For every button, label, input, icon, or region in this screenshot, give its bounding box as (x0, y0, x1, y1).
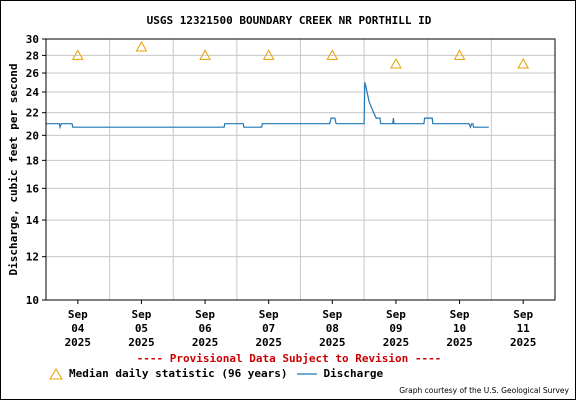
legend-label-median: Median daily statistic (96 years) (69, 367, 288, 380)
y-tick-label: 14 (26, 214, 40, 227)
x-tick-label: Sep (68, 308, 88, 321)
median-marker (453, 49, 466, 60)
x-tick-label: 2025 (510, 336, 537, 349)
triangle-icon (49, 367, 63, 379)
median-marker (326, 49, 339, 60)
median-marker (71, 49, 84, 60)
x-tick-label: 2025 (255, 336, 282, 349)
line-icon (296, 372, 317, 375)
median-marker (135, 41, 148, 52)
x-tick-label: Sep (132, 308, 152, 321)
y-tick-label: 24 (26, 86, 40, 99)
x-tick-label: 08 (326, 322, 339, 335)
legend: Median daily statistic (96 years) Discha… (49, 367, 391, 380)
x-tick-label: 11 (517, 322, 531, 335)
y-tick-label: 10 (26, 294, 39, 307)
data-series (46, 41, 530, 130)
y-axis-label: Discharge, cubic feet per second (7, 64, 20, 276)
x-tick-label: 04 (71, 322, 85, 335)
x-tick-label: 2025 (446, 336, 473, 349)
y-axis-ticks: 10 12 14 16 18 20 22 24 26 28 30 (26, 33, 46, 307)
x-tick-label: 2025 (383, 336, 410, 349)
y-tick-label: 12 (26, 251, 39, 264)
plot-area-border (45, 38, 556, 301)
legend-item-discharge: Discharge (296, 367, 384, 380)
x-tick-label: 06 (198, 322, 212, 335)
grid-lines (46, 39, 555, 300)
x-axis-ticks: Sep042025Sep052025Sep062025Sep072025Sep0… (65, 300, 537, 349)
y-tick-label: 28 (26, 49, 39, 62)
x-tick-label: 10 (453, 322, 466, 335)
x-tick-label: 2025 (65, 336, 92, 349)
y-tick-label: 30 (26, 33, 39, 46)
x-tick-label: 2025 (319, 336, 346, 349)
legend-label-discharge: Discharge (323, 367, 384, 380)
y-tick-label: 16 (26, 182, 40, 195)
chart-title: USGS 12321500 BOUNDARY CREEK NR PORTHILL… (146, 14, 432, 27)
x-tick-label: 2025 (128, 336, 155, 349)
x-tick-label: Sep (386, 308, 406, 321)
x-tick-label: 09 (389, 322, 402, 335)
x-tick-label: Sep (513, 308, 533, 321)
credit-text: Graph courtesy of the U.S. Geological Su… (399, 386, 569, 395)
y-tick-label: 20 (26, 129, 39, 142)
median-marker (262, 49, 275, 60)
y-tick-label: 26 (26, 67, 40, 80)
y-tick-label: 18 (26, 154, 39, 167)
x-tick-label: 2025 (192, 336, 219, 349)
discharge-line (46, 82, 489, 130)
median-marker (517, 58, 530, 69)
x-tick-label: 05 (135, 322, 148, 335)
median-marker (390, 58, 402, 69)
median-marker (199, 49, 211, 60)
x-tick-label: Sep (450, 308, 470, 321)
x-tick-label: Sep (322, 308, 342, 321)
legend-item-median: Median daily statistic (96 years) (49, 367, 288, 380)
provisional-notice: ---- Provisional Data Subject to Revisio… (136, 352, 442, 365)
x-tick-label: Sep (195, 308, 215, 321)
y-tick-label: 22 (26, 107, 39, 120)
x-tick-label: 07 (262, 322, 275, 335)
x-tick-label: Sep (259, 308, 279, 321)
